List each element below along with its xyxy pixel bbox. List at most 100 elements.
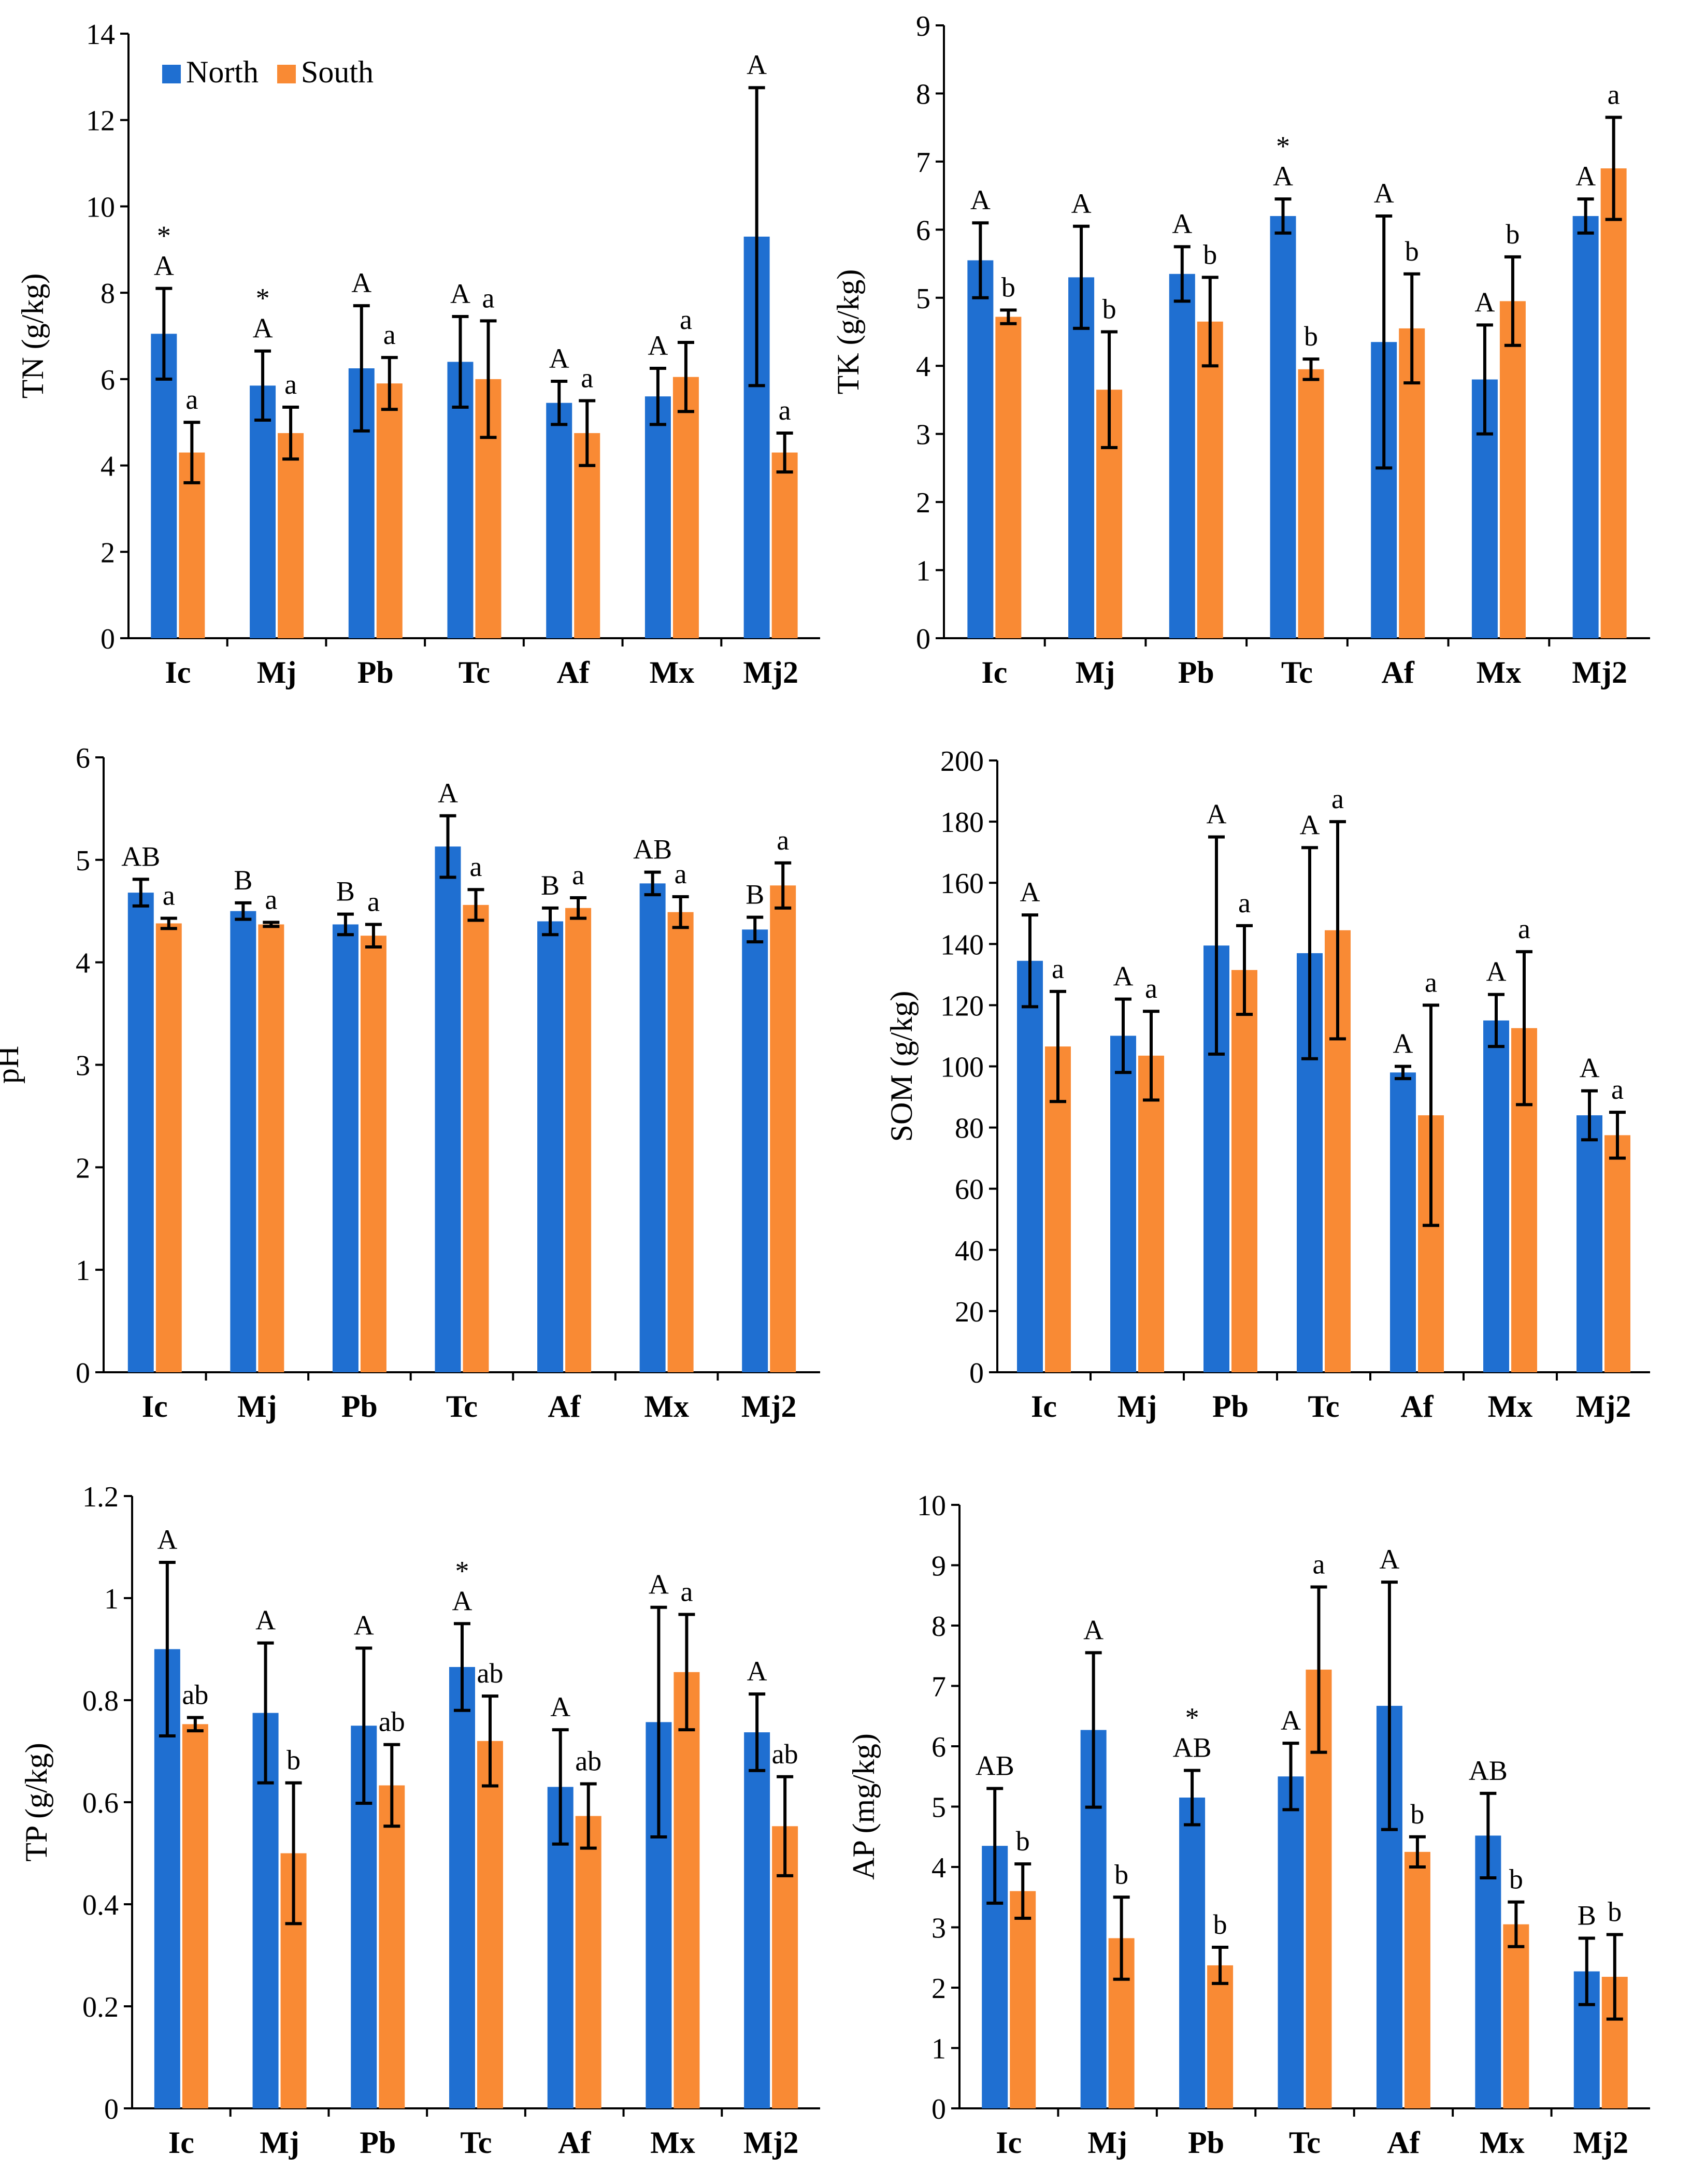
bar-south-mj [278, 433, 304, 638]
y-tick-label: 14 [86, 19, 115, 51]
significance-asterisk: * [1276, 131, 1290, 162]
x-tick-label: Mj [1117, 1389, 1157, 1424]
significance-letter: b [1405, 236, 1419, 267]
y-tick-label: 0 [932, 2093, 946, 2125]
bar-north-tc [435, 846, 461, 1372]
significance-letter: A [1486, 956, 1507, 987]
significance-letter: A [1575, 161, 1596, 192]
x-tick-label: Pb [357, 655, 394, 689]
significance-letter: A [1207, 799, 1227, 830]
x-tick-label: Mj2 [741, 1389, 797, 1424]
y-tick-label: 2 [932, 1973, 946, 2005]
y-tick-label: 160 [940, 868, 984, 900]
significance-letter: b [1304, 321, 1318, 352]
y-tick-label: 4 [916, 351, 930, 383]
significance-letter: A [970, 184, 991, 215]
y-tick-label: 2 [76, 1152, 90, 1184]
y-axis-title: TP (g/kg) [19, 1743, 53, 1861]
significance-letter: a [1331, 783, 1344, 814]
significance-asterisk: * [455, 1555, 469, 1586]
bar-south-ic [155, 923, 182, 1372]
significance-letter: a [185, 384, 198, 415]
bar-south-mj [258, 924, 284, 1372]
x-tick-label: Pb [360, 2125, 396, 2160]
bar-north-mj2 [744, 1732, 770, 2108]
significance-letter: a [265, 884, 277, 915]
chart-panel-1: 0 2 4 6 8 10 12 14 TN (g/kg) Ic Aa * Mj Aa * Pb Aa Tc A a Af… [16, 19, 820, 689]
y-tick-label: 6 [932, 1731, 946, 1763]
x-tick-label: Mj2 [743, 2125, 799, 2160]
bar-north-af [537, 921, 564, 1372]
significance-asterisk: * [256, 283, 270, 314]
y-tick-label: 4 [101, 451, 115, 483]
significance-letter: A [157, 1524, 177, 1555]
y-tick-label: 1 [916, 555, 930, 587]
bar-north-ic [967, 260, 994, 638]
y-tick-label: 0 [104, 2093, 119, 2125]
x-tick-label: Pb [1188, 2125, 1224, 2160]
bar-north-tc [1270, 216, 1296, 638]
significance-letter: A [1113, 961, 1134, 992]
significance-letter: a [482, 282, 495, 313]
x-tick-label: Pb [1212, 1389, 1249, 1424]
significance-letter: B [746, 879, 764, 910]
bar-north-tc [449, 1666, 475, 2108]
significance-letter: B [1578, 1900, 1596, 1931]
y-tick-label: 0.2 [82, 1991, 119, 2023]
significance-letter: ab [182, 1679, 208, 1710]
x-tick-label: Af [558, 2125, 591, 2160]
bar-north-mx [639, 883, 666, 1372]
y-axis-title: TN (g/kg) [16, 274, 50, 399]
bar-south-af [565, 908, 592, 1372]
bar-south-mj2 [1600, 168, 1627, 638]
y-tick-label: 10 [86, 191, 115, 223]
bar-south-mx [673, 1672, 700, 2108]
bar-south-mx [672, 377, 699, 638]
significance-letter: A [351, 267, 371, 298]
y-tick-label: 5 [76, 845, 90, 877]
x-tick-label: Tc [460, 2125, 492, 2160]
bar-south-pb [1231, 970, 1257, 1372]
significance-letter: A [1374, 178, 1394, 209]
x-tick-label: Ic [142, 1389, 168, 1424]
significance-letter: AB [633, 834, 672, 865]
x-tick-label: Tc [458, 655, 490, 689]
x-tick-label: Af [1400, 1389, 1434, 1424]
bar-south-tc [1298, 369, 1324, 638]
x-tick-label: Tc [1281, 655, 1313, 689]
significance-letter: a [581, 363, 593, 394]
bar-south-tc [463, 904, 489, 1372]
x-tick-label: Af [1387, 2125, 1420, 2160]
significance-letter: A [1580, 1053, 1600, 1084]
y-tick-label: 6 [76, 742, 90, 774]
x-tick-label: Mj2 [1572, 655, 1627, 689]
y-tick-label: 180 [940, 807, 984, 839]
significance-letter: b [1016, 1826, 1030, 1857]
y-axis-title: TK (g/kg) [831, 269, 865, 395]
significance-letter: A [1020, 877, 1040, 908]
bar-south-mx [1499, 301, 1526, 638]
bar-south-mj [1138, 1055, 1164, 1372]
legend-label-south: South [301, 55, 374, 89]
significance-letter: a [779, 395, 791, 426]
y-tick-label: 1 [76, 1255, 90, 1287]
bar-north-mj [230, 911, 256, 1372]
significance-letter: a [777, 825, 789, 856]
significance-letter: A [747, 49, 767, 80]
bar-north-ic [1017, 960, 1043, 1372]
x-tick-label: Mx [650, 2125, 695, 2160]
x-tick-label: Mj [1076, 655, 1115, 689]
x-tick-label: Mj [257, 655, 297, 689]
y-tick-label: 9 [916, 10, 930, 42]
y-tick-label: 2 [916, 487, 930, 519]
significance-letter: A [747, 1656, 767, 1687]
bar-north-mx [644, 396, 671, 638]
y-tick-label: 10 [917, 1490, 946, 1522]
bar-south-ic [995, 317, 1022, 638]
x-tick-label: Mj2 [1573, 2125, 1628, 2160]
significance-letter: A [1071, 188, 1092, 219]
bar-south-pb [360, 936, 386, 1372]
x-tick-label: Mx [1480, 2125, 1525, 2160]
significance-letter: A [1300, 809, 1320, 840]
